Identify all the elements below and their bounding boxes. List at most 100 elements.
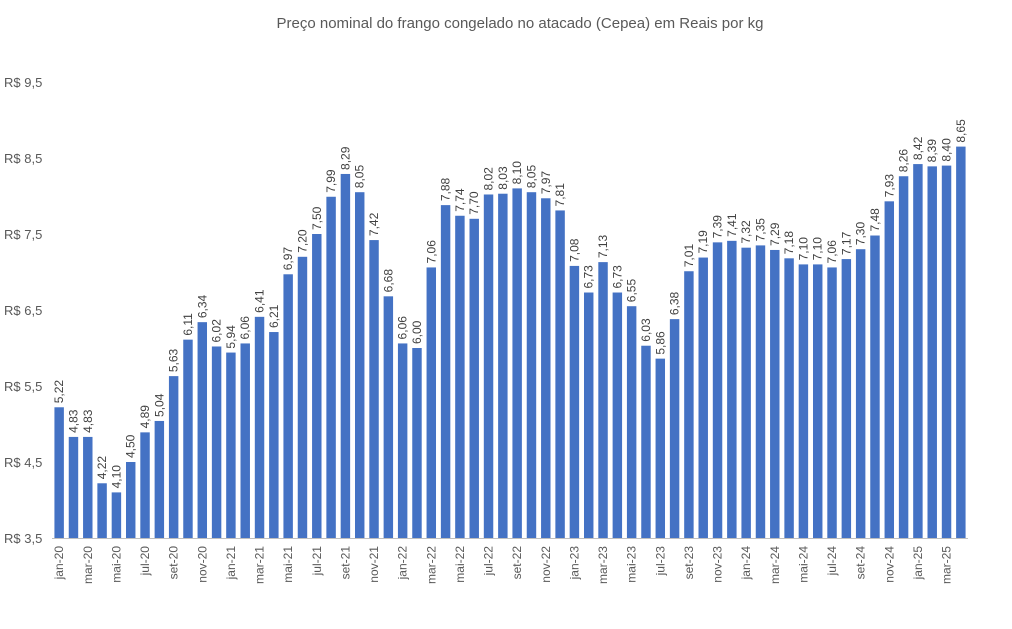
bar (355, 192, 365, 538)
data-label: 6,97 (281, 247, 295, 271)
data-label: 5,04 (152, 393, 166, 417)
bar (483, 194, 494, 539)
bar (83, 436, 93, 538)
data-label: 8,65 (954, 119, 968, 143)
data-label: 6,00 (410, 320, 424, 344)
data-label: 6,21 (267, 304, 281, 328)
bar (97, 483, 107, 538)
bar (140, 432, 150, 538)
data-label: 4,83 (66, 409, 80, 433)
bar (641, 345, 651, 538)
bar (526, 192, 537, 538)
x-tick-label: set-23 (682, 546, 696, 580)
bar (226, 352, 236, 538)
bar (626, 306, 637, 538)
bar (111, 492, 122, 538)
bar (240, 343, 250, 538)
y-tick-label: R$ 9,5 (4, 75, 42, 90)
bar (598, 262, 608, 538)
bar (927, 166, 937, 539)
bar (669, 319, 680, 538)
data-label: 4,83 (81, 409, 95, 433)
data-label: 8,05 (524, 165, 538, 189)
data-label: 7,74 (453, 188, 467, 212)
data-label: 7,35 (753, 218, 767, 242)
bar (855, 249, 866, 538)
data-label: 8,42 (911, 136, 925, 160)
bar (741, 247, 751, 538)
bar (297, 256, 308, 538)
x-tick-label: mar-24 (768, 546, 782, 584)
bar-series (54, 146, 966, 539)
data-label: 8,03 (496, 166, 510, 190)
x-axis: jan-20 mar-20 mai-20 jul-20 set-20 nov-20 jan-… (52, 546, 953, 584)
data-label: 8,26 (897, 149, 911, 173)
data-label: 7,10 (811, 237, 825, 261)
x-tick-label: jan-25 (911, 546, 925, 581)
x-tick-label: set-20 (167, 546, 181, 580)
bar (383, 296, 394, 538)
data-label: 7,08 (567, 238, 581, 262)
bar (326, 196, 336, 538)
data-label: 6,11 (181, 313, 195, 336)
bar (555, 210, 565, 538)
data-label: 6,06 (396, 316, 410, 340)
bar (211, 346, 222, 538)
data-label: 7,01 (682, 244, 696, 268)
bar (584, 292, 594, 538)
bar (941, 165, 952, 538)
data-label: 7,20 (295, 229, 309, 253)
bar (340, 173, 351, 538)
data-label: 6,73 (582, 265, 596, 289)
y-tick-label: R$ 4,5 (4, 455, 42, 470)
bar (755, 245, 766, 538)
bar (784, 258, 794, 538)
bar (183, 339, 193, 538)
bar (913, 164, 923, 538)
bar (154, 420, 165, 538)
bar (512, 188, 522, 538)
data-label: 4,50 (124, 434, 138, 458)
x-tick-label: set-21 (338, 546, 352, 580)
bar (397, 343, 408, 538)
bar (884, 201, 895, 538)
data-label: 7,81 (553, 183, 567, 207)
x-tick-label: jul-22 (482, 546, 496, 577)
bar (369, 240, 379, 538)
bar (655, 358, 666, 538)
x-tick-label: nov-21 (367, 546, 381, 583)
bar (469, 218, 479, 539)
bar (827, 267, 837, 538)
data-label: 6,55 (625, 279, 639, 303)
y-tick-label: R$ 6,5 (4, 303, 42, 318)
bar (898, 176, 909, 539)
bar (698, 257, 708, 538)
bar (541, 198, 551, 538)
bar (684, 271, 694, 538)
x-tick-label: nov-20 (195, 546, 209, 583)
data-label: 6,73 (610, 265, 624, 289)
chart-title: Preço nominal do frango congelado no ata… (277, 15, 764, 32)
data-label: 6,41 (253, 289, 267, 313)
bar (498, 193, 508, 538)
bar (712, 242, 723, 539)
x-tick-label: nov-23 (711, 546, 725, 583)
bar (870, 235, 880, 538)
data-label: 8,29 (338, 146, 352, 170)
x-tick-label: mar-23 (596, 546, 610, 584)
x-tick-label: jan-20 (52, 546, 66, 581)
data-label: 7,30 (854, 222, 868, 246)
data-label: 8,40 (940, 138, 954, 162)
data-label: 7,99 (324, 169, 338, 193)
bar (440, 205, 451, 538)
data-label: 7,97 (539, 171, 553, 195)
data-label: 6,06 (238, 316, 252, 340)
bar (455, 215, 465, 538)
x-tick-label: mai-20 (109, 546, 123, 583)
bar (798, 264, 809, 538)
x-tick-label: mai-24 (796, 546, 810, 583)
data-label: 5,63 (167, 348, 181, 372)
data-label: 4,89 (138, 405, 152, 429)
bar (727, 240, 737, 538)
